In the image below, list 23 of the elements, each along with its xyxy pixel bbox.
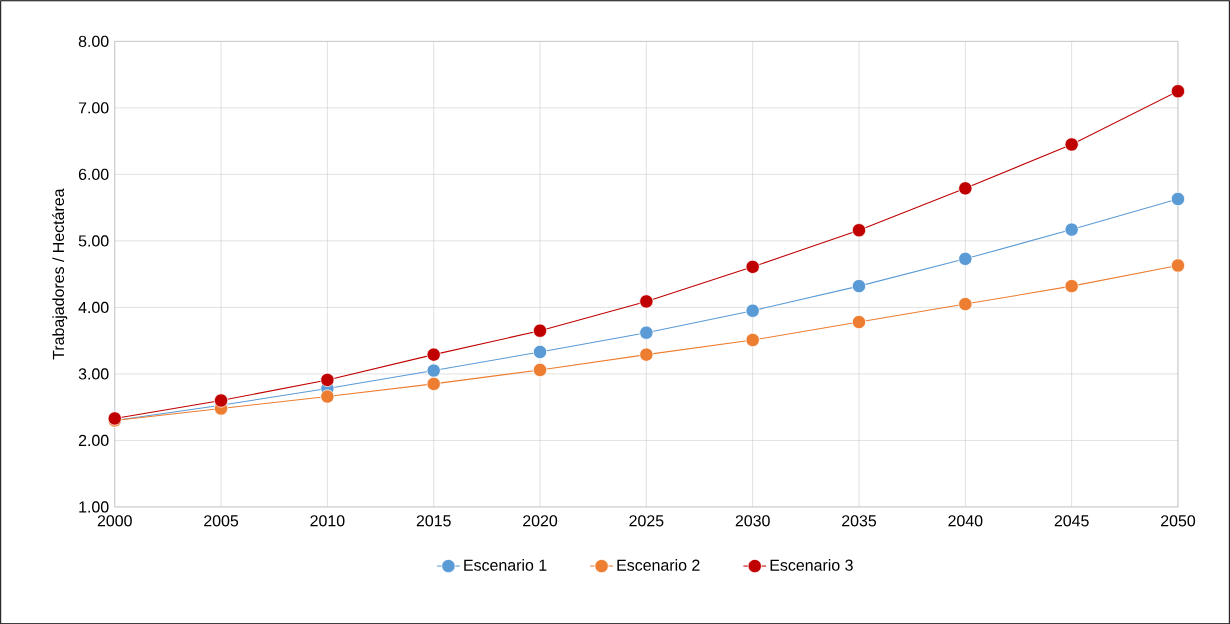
y-tick-label: 5.00 [78,235,109,247]
x-tick-label: 2035 [842,515,877,527]
y-axis-title: Trabajadores / Hectárea [52,188,68,360]
y-tick-label: 8.00 [78,35,109,47]
y-tick-label: 2.00 [78,434,109,446]
x-tick-label: 2025 [629,515,664,527]
x-tick-label: 2050 [1161,515,1196,527]
legend-label: Escenario 3 [770,558,853,571]
x-tick-label: 2010 [310,515,345,527]
y-tick-label: 4.00 [78,301,109,313]
y-tick-label: 6.00 [78,168,109,180]
x-tick-label: 2000 [97,515,132,527]
y-tick-label: 1.00 [79,501,109,513]
y-tick-label: 3.00 [78,368,109,380]
legend-label: Escenario 1 [464,558,547,571]
x-tick-label: 2040 [948,515,983,527]
y-tick-label: 7.00 [78,102,109,114]
x-tick-label: 2045 [1054,515,1089,527]
x-tick-label: 2015 [416,515,451,527]
x-tick-label: 2030 [735,515,770,527]
x-tick-label: 2020 [523,515,558,527]
legend-label: Escenario 2 [617,558,700,571]
x-tick-label: 2005 [204,515,239,527]
